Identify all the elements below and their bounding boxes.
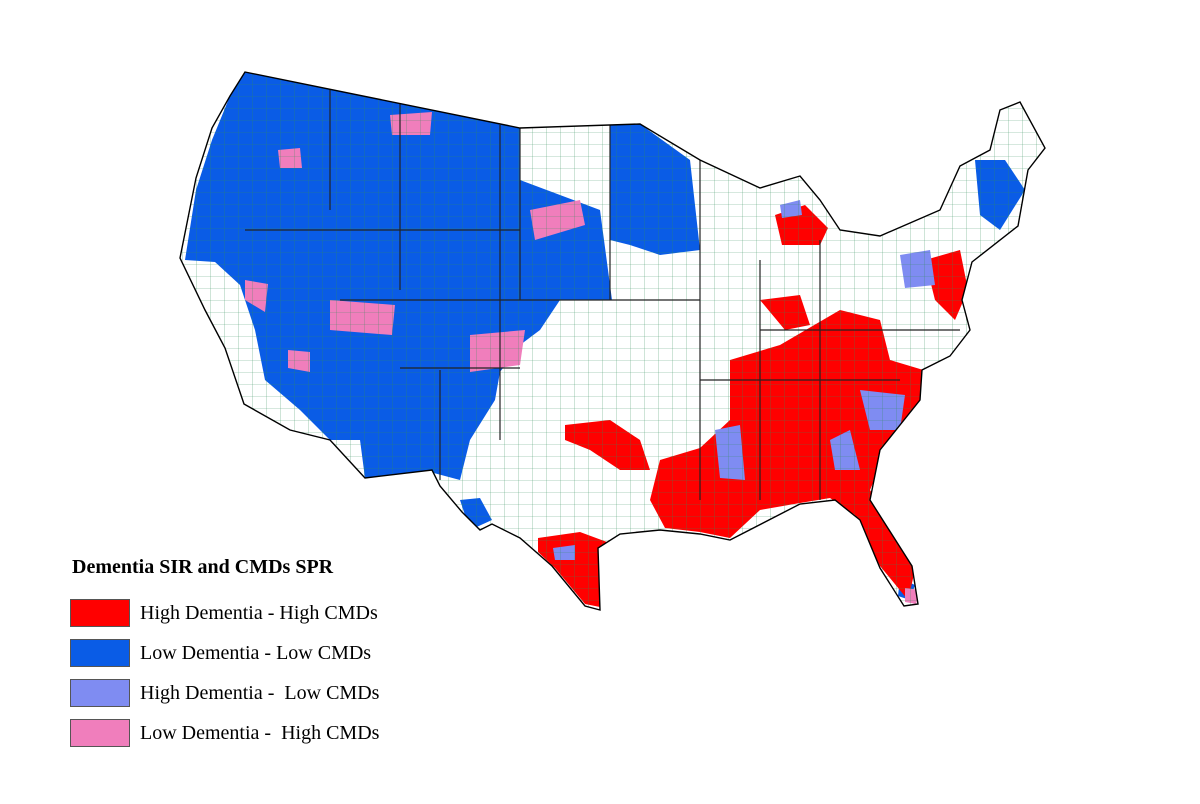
legend-item-low-low: Low Dementia - Low CMDs bbox=[70, 633, 379, 673]
legend-swatch-high-low bbox=[70, 679, 130, 707]
legend: Dementia SIR and CMDs SPR High Dementia … bbox=[70, 556, 379, 753]
legend-label-high-low: High Dementia - Low CMDs bbox=[140, 681, 380, 704]
legend-swatch-high-high bbox=[70, 599, 130, 627]
map-region-high-low-new-england bbox=[925, 180, 945, 200]
legend-swatch-low-low bbox=[70, 639, 130, 667]
county-grid-overlay bbox=[180, 72, 1045, 610]
legend-label-low-low: Low Dementia - Low CMDs bbox=[140, 641, 372, 664]
legend-title: Dementia SIR and CMDs SPR bbox=[72, 556, 334, 578]
legend-label-high-high: High Dementia - High CMDs bbox=[140, 601, 378, 624]
legend-label-low-high: Low Dementia - High CMDs bbox=[140, 721, 380, 744]
legend-item-high-high: High Dementia - High CMDs bbox=[70, 593, 379, 633]
legend-item-high-low: High Dementia - Low CMDs bbox=[70, 673, 379, 713]
state-boundaries bbox=[245, 80, 960, 500]
legend-item-low-high: Low Dementia - High CMDs bbox=[70, 713, 379, 753]
legend-swatch-low-high bbox=[70, 719, 130, 747]
